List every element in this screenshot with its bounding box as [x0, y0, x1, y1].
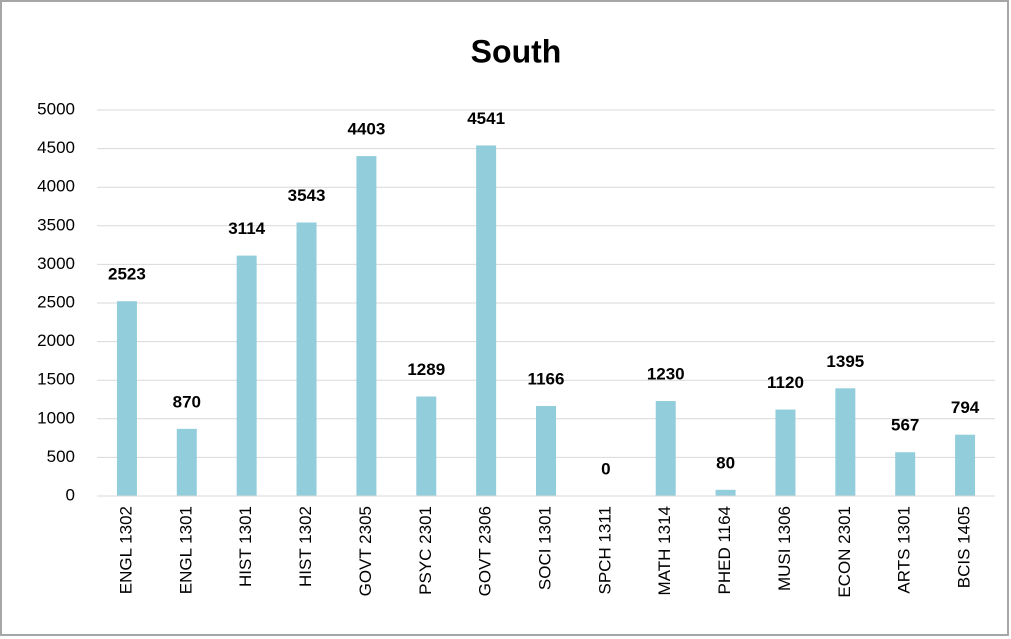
bar [835, 388, 856, 496]
value-label: 1166 [528, 369, 565, 388]
bar [116, 301, 137, 496]
x-tick-label: SOCI 1301 [535, 506, 554, 590]
value-label: 3543 [288, 186, 326, 205]
x-tick-label: GOVT 2305 [356, 506, 375, 596]
value-label: 567 [891, 416, 919, 435]
bar [655, 401, 676, 496]
y-tick-label: 1000 [37, 408, 75, 427]
bar [356, 156, 377, 497]
x-tick-label: PSYC 2301 [416, 506, 435, 595]
value-label: 1395 [826, 352, 864, 371]
x-tick-label: ENGL 1302 [116, 506, 135, 594]
x-tick-label: HIST 1302 [296, 506, 315, 587]
x-tick-label: MATH 1314 [655, 506, 674, 595]
y-tick-label: 3500 [37, 215, 75, 234]
value-label: 870 [173, 392, 201, 411]
y-tick-label: 2500 [37, 292, 75, 311]
value-label: 0 [601, 459, 610, 478]
x-tick-label: BCIS 1405 [955, 506, 974, 588]
value-label: 2523 [108, 265, 146, 284]
bar [296, 222, 317, 496]
y-tick-label: 5000 [37, 99, 75, 118]
y-tick-label: 3000 [37, 254, 75, 273]
value-label: 3114 [228, 219, 265, 238]
x-tick-label: GOVT 2306 [476, 506, 495, 596]
x-tick-label: ECON 2301 [835, 506, 854, 598]
bar [476, 145, 497, 496]
x-tick-label: ARTS 1301 [895, 506, 914, 594]
bar [236, 255, 257, 496]
value-label: 1230 [647, 365, 685, 384]
bar [895, 452, 916, 496]
chart-title: South [471, 33, 562, 69]
x-tick-label: SPCH 1311 [595, 506, 614, 595]
bar [416, 396, 437, 496]
value-label: 80 [716, 453, 735, 472]
y-tick-label: 2000 [37, 331, 75, 350]
y-tick-label: 500 [47, 447, 75, 466]
x-tick-label: PHED 1164 [715, 506, 734, 595]
bar [775, 409, 796, 496]
value-label: 1120 [767, 373, 804, 392]
y-tick-label: 1500 [37, 370, 75, 389]
value-label: 1289 [407, 360, 445, 379]
y-tick-label: 0 [66, 485, 75, 504]
bar [715, 489, 736, 496]
bar [176, 428, 197, 496]
y-tick-label: 4000 [37, 177, 75, 196]
x-tick-label: ENGL 1301 [176, 506, 195, 594]
value-label: 4403 [347, 120, 385, 139]
value-label: 794 [951, 398, 980, 417]
value-label: 4541 [467, 109, 505, 128]
x-tick-label: HIST 1301 [236, 506, 255, 587]
bar [955, 434, 976, 496]
y-tick-label: 4500 [37, 138, 75, 157]
x-tick-label: MUSI 1306 [775, 506, 794, 591]
bar [536, 405, 556, 496]
